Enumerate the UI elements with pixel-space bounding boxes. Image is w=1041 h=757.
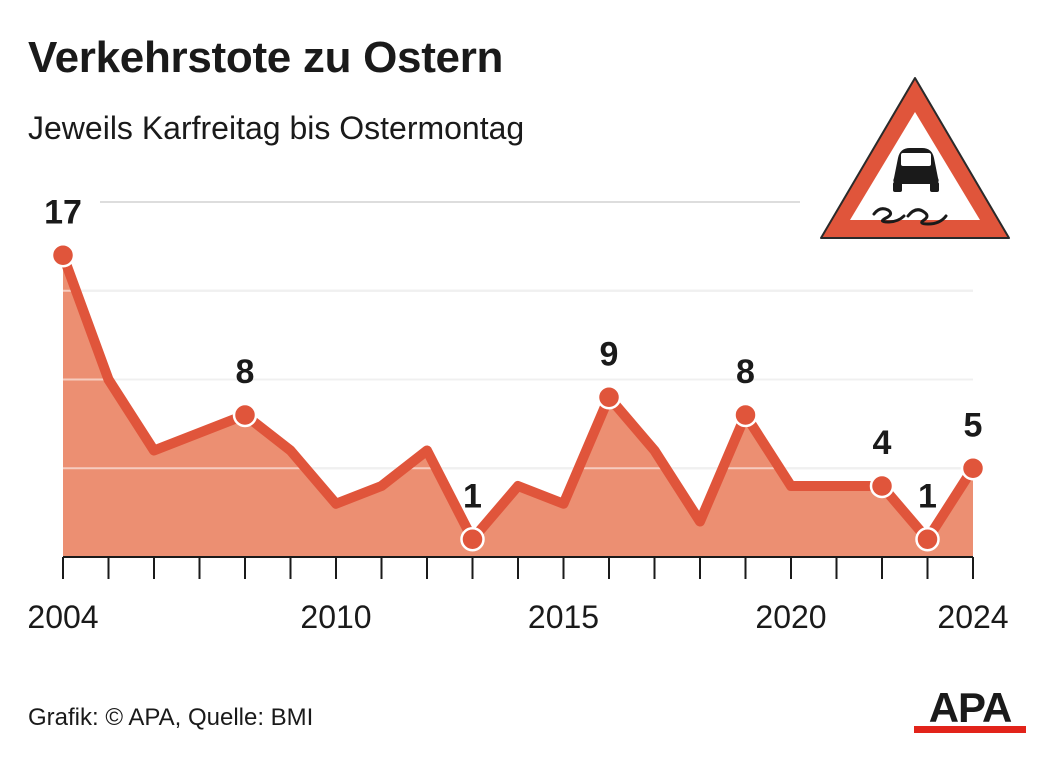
x-axis: 2004 2010 2015 2020 2024	[27, 556, 1009, 635]
data-point	[960, 456, 986, 481]
data-point	[50, 243, 76, 268]
chart-subtitle: Jeweils Karfreitag bis Ostermontag	[28, 110, 525, 146]
data-point	[869, 473, 895, 499]
data-points	[50, 243, 986, 552]
data-point	[460, 527, 485, 552]
area-fill	[63, 255, 973, 557]
area-fill-layer	[63, 255, 973, 557]
source-note: Grafik: © APA, Quelle: BMI	[28, 704, 314, 731]
data-label: 17	[44, 193, 82, 231]
data-label: 8	[736, 353, 755, 391]
x-tick-label: 2004	[27, 599, 98, 635]
data-point	[232, 402, 258, 428]
slippery-road-warning-sign-icon	[820, 77, 1010, 239]
series-line-layer	[58, 250, 978, 545]
data-point	[915, 527, 940, 552]
data-point	[596, 385, 622, 410]
x-tick-label: 2024	[937, 599, 1008, 635]
data-label: 5	[964, 406, 983, 444]
x-tick-label: 2015	[528, 599, 599, 635]
x-tick-label: 2010	[300, 599, 371, 635]
data-label: 8	[236, 353, 255, 391]
chart-title: Verkehrstote zu Ostern	[28, 33, 504, 82]
apa-logo: APA	[914, 686, 1026, 733]
data-label: 1	[918, 477, 937, 515]
x-tick-label: 2020	[755, 599, 826, 635]
data-label: 1	[463, 477, 482, 515]
series-line	[58, 250, 978, 545]
data-label: 4	[873, 424, 892, 462]
svg-text:APA: APA	[929, 686, 1012, 731]
data-label: 9	[600, 335, 619, 373]
data-point	[733, 402, 758, 428]
